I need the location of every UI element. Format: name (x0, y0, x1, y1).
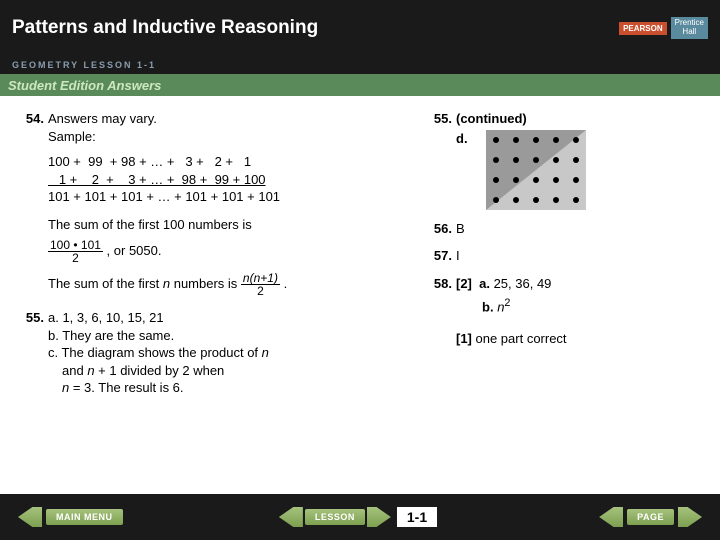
fraction-line-1: 100 • 101 2 , or 5050. (48, 239, 408, 264)
sub-header: GEOMETRY LESSON 1-1 (0, 56, 720, 74)
prev-lesson-button[interactable] (279, 507, 303, 527)
prentice-hall-label: Prentice Hall (671, 17, 708, 39)
question-body: [2] a. 25, 36, 49 b. n2 (456, 275, 686, 316)
publisher-logo: PEARSON Prentice Hall (619, 17, 708, 39)
right-column: 55. (continued) d. (426, 110, 686, 405)
fraction-100-101: 100 • 101 2 (48, 239, 103, 264)
question-body: a. 1, 3, 6, 10, 15, 21 b. They are the s… (48, 309, 408, 397)
question-number: 55. (18, 309, 48, 397)
student-edition-text: Student Edition Answers (8, 78, 161, 93)
lesson-number: 1-1 (397, 507, 437, 527)
header-bar: Patterns and Inductive Reasoning PEARSON… (0, 0, 720, 56)
question-57: 57. I (426, 247, 686, 265)
question-number: 55. (426, 110, 456, 210)
question-58-part1: [1] one part correct (426, 330, 686, 348)
next-lesson-button[interactable] (367, 507, 391, 527)
answer: I (456, 247, 686, 265)
question-number: 54. (18, 110, 48, 145)
sum-n-line: The sum of the first n numbers is n(n+1)… (48, 272, 408, 297)
fraction-n-n1: n(n+1) 2 (241, 272, 280, 297)
lesson-nav: LESSON 1-1 (279, 507, 441, 527)
page-nav: PAGE (599, 506, 702, 528)
sum-statement: The sum of the first 100 numbers is (48, 216, 408, 234)
footer-bar: MAIN MENU LESSON 1-1 PAGE (0, 494, 720, 540)
question-number: 56. (426, 220, 456, 238)
answer: B (456, 220, 686, 238)
pearson-label: PEARSON (619, 22, 667, 35)
question-body: (continued) d. (456, 110, 686, 210)
page-label: PAGE (627, 509, 674, 525)
question-55: 55. a. 1, 3, 6, 10, 15, 21 b. They are t… (18, 309, 408, 397)
left-column: 54. Answers may vary. Sample: 100 + 99 +… (18, 110, 408, 405)
question-58: 58. [2] a. 25, 36, 49 b. n2 (426, 275, 686, 316)
lesson-title: Patterns and Inductive Reasoning (12, 17, 318, 39)
question-body: Answers may vary. Sample: (48, 110, 408, 145)
lesson-label: LESSON (305, 509, 365, 525)
question-number: 58. (426, 275, 456, 316)
prev-page-button[interactable] (599, 507, 623, 527)
gauss-sum-block: 100 + 99 + 98 + … + 3 + 2 + 1 1 + 2 + 3 … (48, 153, 408, 206)
content-area: 54. Answers may vary. Sample: 100 + 99 +… (0, 96, 720, 405)
question-55-continued: 55. (continued) d. (426, 110, 686, 210)
arrow-left-icon (18, 507, 42, 527)
main-menu-label: MAIN MENU (46, 509, 123, 525)
student-edition-banner: Student Edition Answers (0, 74, 720, 96)
next-page-button[interactable] (678, 507, 702, 527)
question-number: 57. (426, 247, 456, 265)
triangular-dot-diagram (486, 130, 586, 210)
question-56: 56. B (426, 220, 686, 238)
main-menu-button[interactable]: MAIN MENU (18, 506, 123, 528)
question-54: 54. Answers may vary. Sample: (18, 110, 408, 145)
